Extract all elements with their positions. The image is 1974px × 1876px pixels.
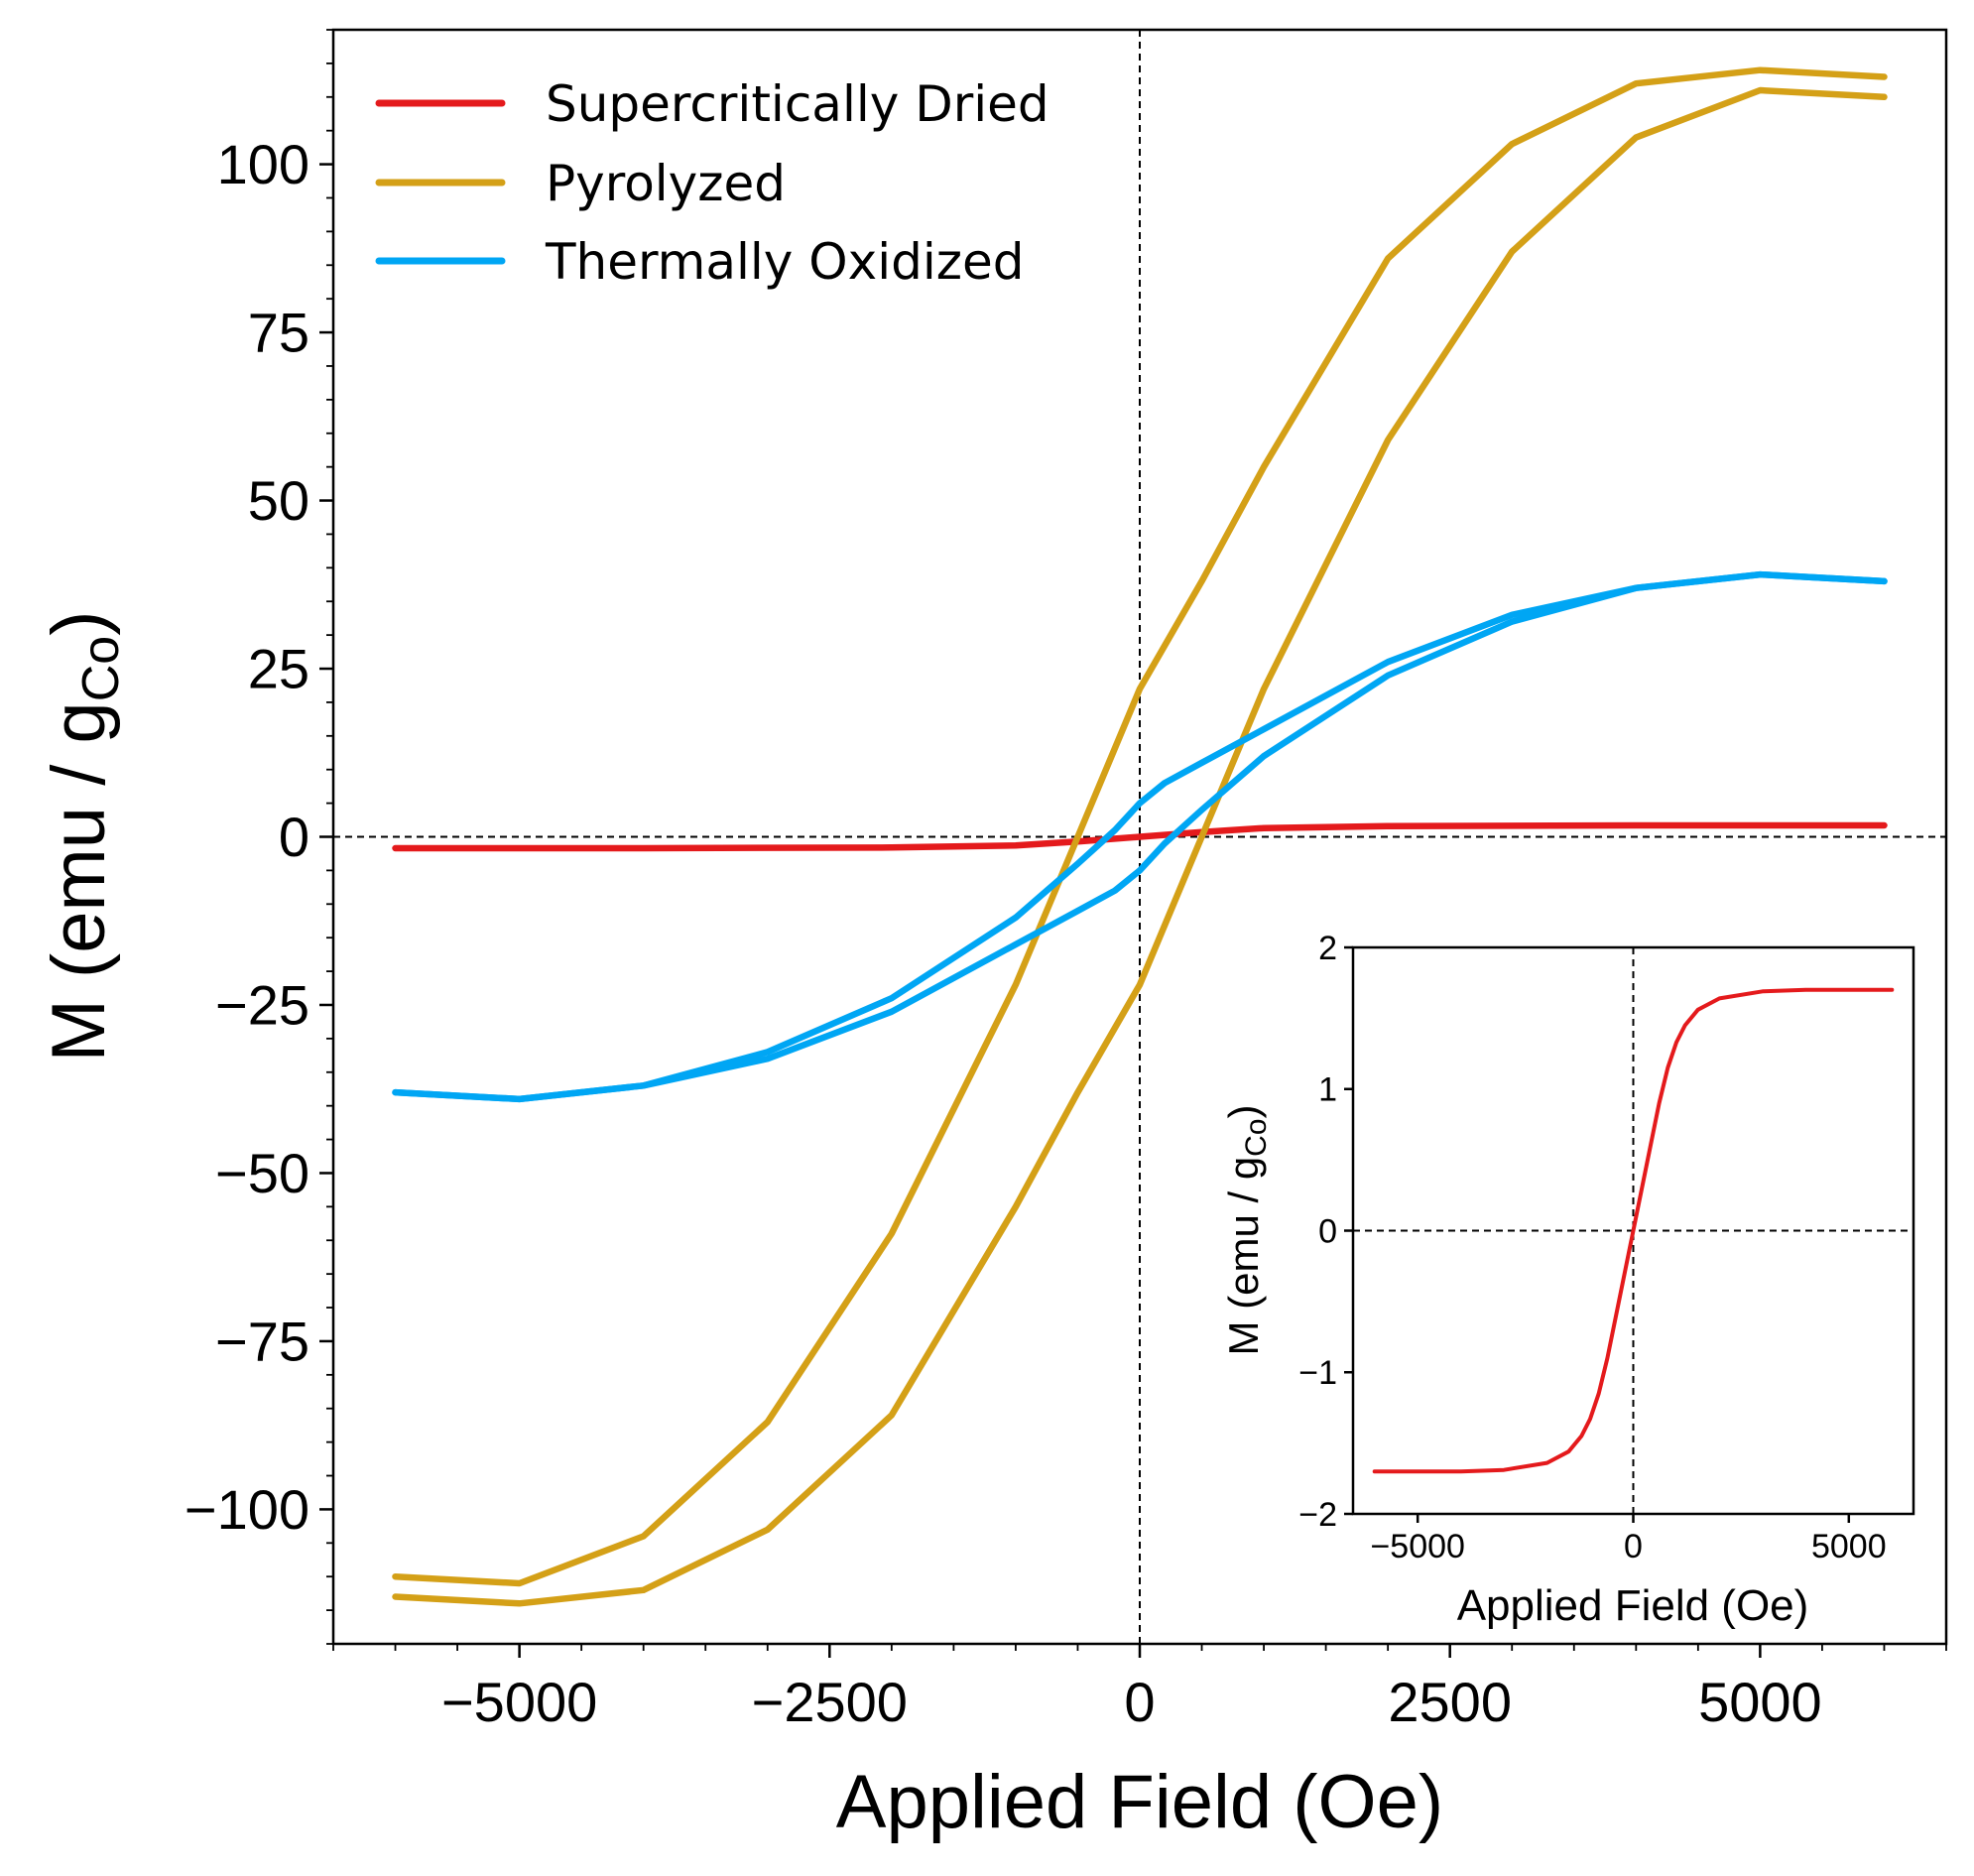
main-line-pyrolyzed-branch-1 [392, 86, 1888, 1607]
inset-y-tick-label: −2 [1298, 1496, 1337, 1534]
inset-x-tick-label: 0 [1624, 1528, 1643, 1565]
legend-label-pyrolyzed: Pyrolyzed [546, 155, 786, 212]
main-y-tick-label: −25 [215, 974, 309, 1037]
main-x-tick-label: 2500 [1388, 1671, 1512, 1733]
inset-ticks: −5000 0 5000 2 1 0 −1 −2 [1298, 930, 1886, 1565]
main-y-tick-label: 50 [248, 469, 309, 532]
inset-x-tick-label: −5000 [1370, 1528, 1465, 1565]
main-line-thermally-oxidized-branch-0 [392, 570, 1888, 1103]
inset-x-axis-title: Applied Field (Oe) [1457, 1581, 1809, 1630]
inset-y-tick-label: 0 [1318, 1212, 1337, 1250]
inset-y-axis-title: M (emu / gCo) [1220, 1104, 1273, 1355]
main-y-tick-label: −50 [215, 1142, 309, 1204]
inset-series-group [1372, 987, 1895, 1474]
inset-y-tick-label: 1 [1318, 1071, 1337, 1109]
main-series-group [392, 66, 1888, 1607]
main-x-axis-title: Applied Field (Oe) [836, 1760, 1444, 1844]
main-y-tick-label: −75 [215, 1311, 309, 1373]
main-chart: −5000 −2500 0 2500 50001007550250−25−50−75−1… [37, 28, 1948, 1844]
inset-y-tick-label: −1 [1298, 1354, 1337, 1392]
inset-x-tick-label: 5000 [1811, 1528, 1887, 1565]
main-y-axis-title: M (emu / gCo) [37, 611, 130, 1063]
main-zero-lines [333, 30, 1946, 1644]
inset-y-tick-label: 2 [1318, 930, 1337, 967]
main-y-tick-label: −100 [185, 1478, 309, 1541]
main-line-supercritically-dried-branch-0 [392, 821, 1888, 852]
main-line-thermally-oxidized-branch-1 [392, 570, 1888, 1103]
legend: Supercritically Dried Pyrolyzed Thermall… [375, 75, 1049, 291]
inset-line-series-0-branch-0 [1372, 987, 1895, 1474]
main-y-axis-subscript: Co [72, 636, 130, 701]
main-x-tick-label: 5000 [1698, 1671, 1822, 1733]
main-line-pyrolyzed-branch-0 [392, 66, 1888, 1587]
main-y-tick-label: 100 [217, 133, 309, 195]
main-x-tick-label: 0 [1124, 1671, 1155, 1733]
legend-label-supercritically-dried: Supercritically Dried [546, 75, 1049, 133]
main-y-tick-label: 75 [248, 302, 309, 364]
main-x-tick-label: −5000 [441, 1671, 597, 1733]
legend-label-thermally-oxidized: Thermally Oxidized [545, 233, 1025, 291]
inset-chart: −5000 0 5000 2 1 0 −1 −2 Applied Field (Oe) M (… [1220, 930, 1915, 1630]
inset-y-axis-subscript: Co [1240, 1118, 1273, 1156]
main-x-tick-label: −2500 [752, 1671, 908, 1733]
main-ticks: −5000 −2500 0 2500 50001007550250−25−50−75−1… [185, 29, 1947, 1733]
main-y-tick-label: 0 [279, 806, 309, 868]
main-y-tick-label: 25 [248, 638, 309, 700]
